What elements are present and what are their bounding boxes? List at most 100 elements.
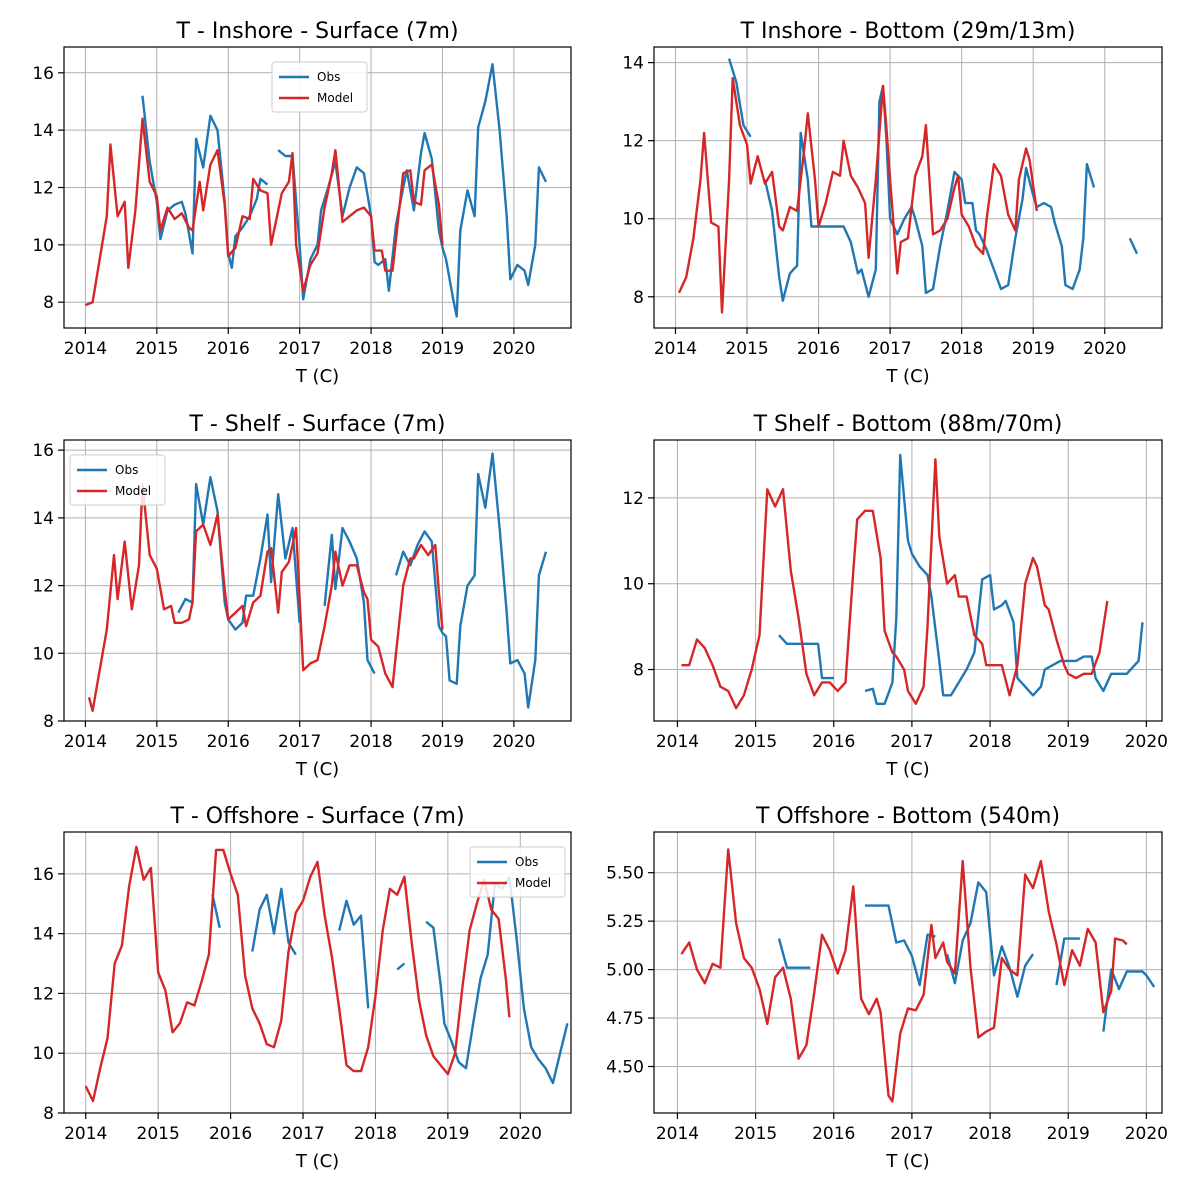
x-tick-label: 2020: [1125, 1124, 1168, 1144]
legend-box: [271, 61, 368, 113]
y-tick-label: 12: [32, 984, 54, 1004]
y-tick-label: 8: [43, 1104, 54, 1124]
chart-panel-3: 2014 2015 2016 2017 2018 2019 2020 8 10 12 14 16 T -…: [32, 412, 572, 780]
chart-panel-6: 2014 2015 2016 2017 2018 2019 2020 4.50 4.75 5.00…: [606, 804, 1168, 1172]
series-obs-line-segment: [338, 899, 370, 1009]
x-tick-label: 2017: [890, 1124, 933, 1144]
plot-frame: [653, 831, 1163, 1114]
x-tick-label: 2017: [278, 732, 321, 752]
x-tick-label: 2016: [812, 732, 855, 752]
y-tick-label: 12: [32, 179, 54, 199]
series-obs-line-segment: [323, 526, 376, 675]
x-tick-label: 2015: [135, 732, 178, 752]
x-tick-label: 2019: [1047, 1124, 1090, 1144]
series-obs-line-segment: [727, 58, 752, 138]
x-tick-label: 2018: [349, 732, 392, 752]
y-tick-label: 12: [622, 132, 644, 152]
y-tick-label: 8: [43, 293, 54, 313]
x-axis-label: T (C): [295, 759, 339, 780]
chart-title: T Inshore - Bottom (29m/13m): [740, 19, 1076, 44]
y-tick-label: 16: [32, 64, 54, 84]
chart-panel-4: 2014 2015 2016 2017 2018 2019 2020 8 10 12 T Shelf…: [622, 412, 1168, 780]
y-tick-label: 10: [32, 1044, 54, 1064]
series-obs-line-segment: [777, 938, 811, 969]
legend-label-obs: Obs: [317, 70, 340, 84]
series-obs-line-segment: [778, 634, 834, 680]
x-tick-label: 2014: [64, 732, 107, 752]
chart-panel-1: 2014 2015 2016 2017 2018 2019 2020 8 10 12 14 16 T -…: [32, 19, 572, 387]
y-tick-label: 5.00: [606, 961, 644, 981]
x-tick-label: 2018: [968, 1124, 1011, 1144]
series-obs-line-segment: [763, 84, 1096, 302]
x-axis-label: T (C): [885, 366, 929, 387]
series-obs-line-segment: [396, 962, 406, 971]
y-tick-label: 10: [32, 644, 54, 664]
series-obs-line-segment: [865, 904, 936, 987]
series-model-line-segment: [84, 845, 511, 1103]
chart-title: T - Offshore - Surface (7m): [169, 804, 464, 829]
legend-label-model: Model: [115, 484, 151, 498]
series-obs-line-segment: [141, 95, 269, 269]
y-tick-label: 8: [633, 288, 644, 308]
chart-panel-5: 2014 2015 2016 2017 2018 2019 2020 8 10 12 14 16 T -…: [32, 804, 572, 1172]
legend-box: [69, 454, 166, 506]
plot-frame: [63, 439, 572, 722]
x-tick-label: 2014: [654, 339, 697, 359]
series-obs-line-segment: [277, 63, 548, 318]
y-tick-label: 5.50: [606, 864, 644, 884]
x-tick-label: 2019: [421, 339, 464, 359]
plot-frame: [63, 831, 572, 1114]
legend-label-obs: Obs: [515, 855, 538, 869]
y-tick-label: 16: [32, 441, 54, 461]
x-axis-label: T (C): [885, 759, 929, 780]
chart-title: T Offshore - Bottom (540m): [755, 804, 1060, 829]
y-tick-label: 8: [633, 661, 644, 681]
x-tick-label: 2015: [734, 732, 777, 752]
y-tick-label: 12: [622, 489, 644, 509]
plot-frame: [653, 46, 1163, 329]
y-tick-label: 14: [32, 925, 54, 945]
chart-panel-2: 2014 2015 2016 2017 2018 2019 2020 8 10 12 14 T Ins…: [622, 19, 1163, 387]
y-tick-label: 10: [622, 575, 644, 595]
x-tick-label: 2014: [656, 732, 699, 752]
x-tick-label: 2019: [426, 1124, 469, 1144]
series-model-line-segment: [84, 117, 444, 307]
x-tick-label: 2016: [812, 1124, 855, 1144]
y-tick-label: 4.50: [606, 1057, 644, 1077]
chart-title: T - Shelf - Surface (7m): [189, 412, 446, 437]
legend-box: [469, 846, 566, 898]
x-tick-label: 2016: [797, 339, 840, 359]
x-tick-label: 2019: [421, 732, 464, 752]
legend-label-model: Model: [515, 876, 551, 890]
x-tick-label: 2018: [968, 732, 1011, 752]
x-tick-label: 2014: [656, 1124, 699, 1144]
legend: Obs Model: [469, 846, 566, 898]
x-tick-label: 2014: [64, 1124, 107, 1144]
x-tick-label: 2019: [1047, 732, 1090, 752]
x-tick-label: 2020: [492, 339, 535, 359]
chart-title: T Shelf - Bottom (88m/70m): [753, 412, 1063, 437]
y-tick-label: 10: [32, 236, 54, 256]
y-tick-label: 4.75: [606, 1009, 644, 1029]
x-tick-label: 2017: [890, 732, 933, 752]
x-tick-label: 2015: [137, 1124, 180, 1144]
y-tick-label: 10: [622, 210, 644, 230]
x-axis-label: T (C): [295, 366, 339, 387]
y-tick-label: 12: [32, 577, 54, 597]
series-obs-line-segment: [864, 453, 1144, 705]
x-tick-label: 2018: [354, 1124, 397, 1144]
x-tick-label: 2015: [725, 339, 768, 359]
y-tick-label: 14: [32, 121, 54, 141]
x-tick-label: 2017: [278, 339, 321, 359]
x-tick-label: 2020: [499, 1124, 542, 1144]
y-tick-label: 8: [43, 712, 54, 732]
series-model-line-segment: [677, 77, 1038, 314]
legend-label-obs: Obs: [115, 463, 138, 477]
legend: Obs Model: [69, 454, 166, 506]
series-model-line-segment: [681, 458, 1109, 710]
x-tick-label: 2020: [492, 732, 535, 752]
series-model-line-segment: [87, 482, 444, 712]
y-tick-label: 16: [32, 865, 54, 885]
x-tick-label: 2018: [349, 339, 392, 359]
x-tick-label: 2016: [209, 1124, 252, 1144]
